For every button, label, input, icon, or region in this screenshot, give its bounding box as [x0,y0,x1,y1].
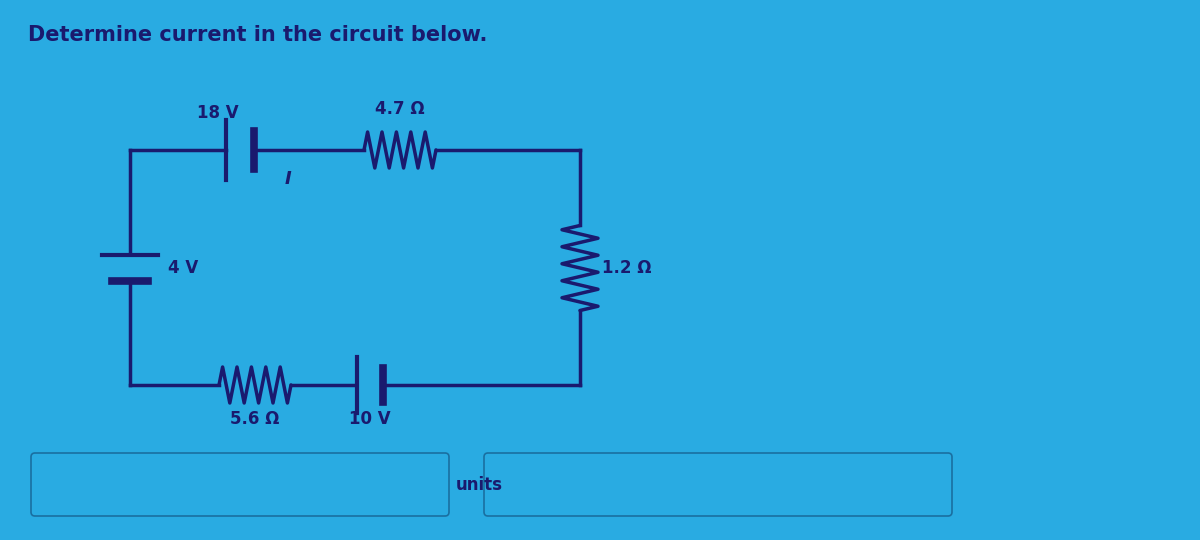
Text: 18 V: 18 V [197,104,239,122]
Text: 10 V: 10 V [349,410,391,428]
FancyBboxPatch shape [484,453,952,516]
Text: units: units [456,476,503,494]
Text: 1.2 Ω: 1.2 Ω [602,259,652,277]
Text: 4 V: 4 V [168,259,198,277]
Text: I: I [286,170,292,188]
FancyBboxPatch shape [31,453,449,516]
Text: 4.7 Ω: 4.7 Ω [376,100,425,118]
Text: Determine current in the circuit below.: Determine current in the circuit below. [28,25,487,45]
Text: 5.6 Ω: 5.6 Ω [230,410,280,428]
